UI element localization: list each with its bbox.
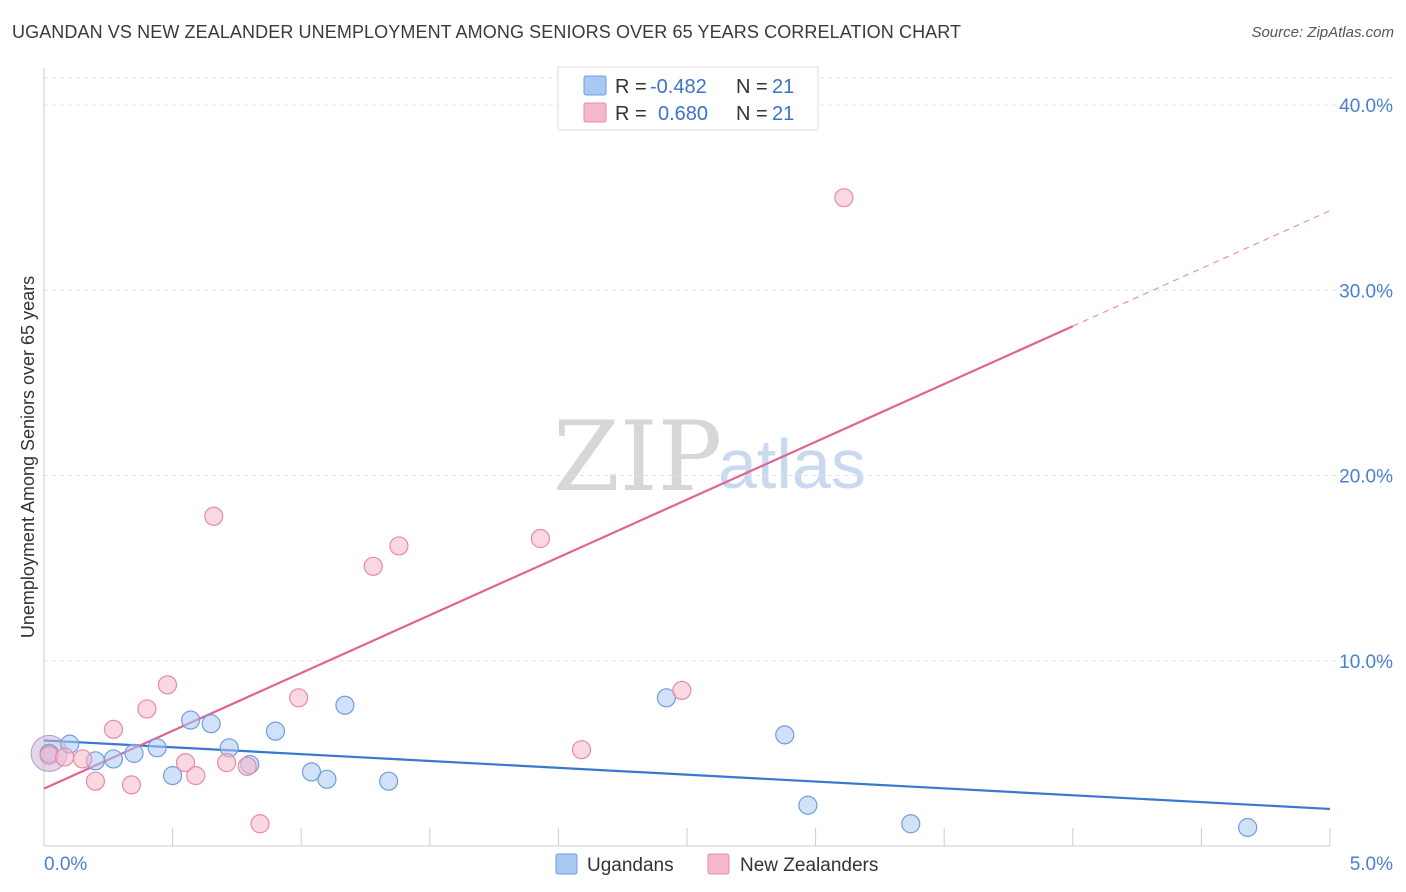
point-ugandans	[775, 725, 795, 745]
point-ugandans	[124, 743, 144, 763]
series-swatch-new-zealanders	[707, 853, 730, 875]
series-legend: Ugandans New Zealanders	[555, 853, 878, 876]
point-new-zealanders	[250, 814, 270, 834]
watermark-atlas: atlas	[718, 425, 866, 503]
legend-r-label: R =	[615, 76, 647, 98]
legend-r-value: -0.482	[650, 76, 707, 98]
trend-line-extension	[1072, 210, 1331, 327]
point-ugandans	[335, 695, 355, 715]
legend-r-value: 0.680	[658, 103, 708, 125]
point-ugandans	[201, 714, 221, 734]
source-label: Source: ZipAtlas.com	[1251, 24, 1394, 41]
y-tick-labels: 10.0% 20.0% 30.0% 40.0%	[1339, 96, 1393, 673]
x-tick-label-max: 5.0%	[1350, 854, 1393, 875]
y-axis-title: Unemployment Among Seniors over 65 years	[18, 276, 38, 638]
point-new-zealanders	[186, 766, 206, 786]
point-ugandans	[147, 738, 167, 758]
point-new-zealanders	[204, 506, 224, 526]
series-swatch-ugandans	[555, 853, 578, 875]
point-new-zealanders	[121, 775, 142, 795]
legend-n-label: N =	[736, 103, 768, 125]
data-points	[30, 188, 1258, 838]
gridlines	[44, 77, 1392, 662]
point-new-zealanders	[389, 536, 409, 556]
point-new-zealanders	[834, 188, 854, 208]
chart-title: UGANDAN VS NEW ZEALANDER UNEMPLOYMENT AM…	[12, 22, 962, 42]
legend-n-label: N =	[736, 76, 768, 98]
correlation-legend: R = -0.482 N = 21 R = 0.680 N = 21	[557, 66, 819, 131]
point-ugandans	[181, 710, 201, 730]
point-ugandans	[301, 762, 322, 782]
point-new-zealanders	[103, 719, 124, 739]
y-tick-label: 20.0%	[1339, 467, 1393, 488]
point-ugandans	[379, 771, 399, 791]
point-new-zealanders	[571, 740, 592, 760]
point-new-zealanders	[137, 699, 157, 719]
point-new-zealanders	[217, 753, 237, 773]
trend-line-new-zealanders	[43, 325, 1074, 790]
point-new-zealanders	[72, 749, 93, 769]
legend-swatch-new-zealanders	[583, 102, 607, 123]
y-tick-label: 40.0%	[1339, 96, 1393, 117]
point-new-zealanders	[237, 756, 257, 776]
point-new-zealanders	[85, 771, 106, 791]
point-new-zealanders	[530, 528, 550, 549]
point-new-zealanders	[175, 753, 196, 773]
point-new-zealanders	[363, 556, 383, 576]
trend-lines	[43, 210, 1331, 811]
series-label-new-zealanders: New Zealanders	[740, 855, 878, 876]
point-ugandans	[265, 721, 286, 741]
legend-n-value: 21	[772, 76, 794, 98]
watermark-zip: ZIP	[553, 401, 722, 513]
point-new-zealanders	[54, 747, 75, 767]
point-ugandans	[901, 814, 921, 834]
series-label-ugandans: Ugandans	[587, 855, 674, 876]
x-ticks	[172, 828, 1331, 846]
point-ugandans	[317, 769, 337, 789]
point-ugandans	[798, 795, 818, 815]
legend-n-value: 21	[772, 103, 794, 125]
point-ugandans	[103, 749, 124, 769]
x-tick-label-min: 0.0%	[44, 854, 87, 875]
point-ugandans	[656, 688, 677, 708]
legend-r-label: R =	[615, 103, 647, 125]
y-tick-label: 30.0%	[1339, 281, 1393, 302]
point-ugandans	[1238, 817, 1258, 838]
point-ugandans	[163, 766, 183, 786]
y-tick-label: 10.0%	[1339, 652, 1393, 673]
point-new-zealanders	[672, 680, 692, 701]
point-new-zealanders	[157, 675, 178, 695]
legend-swatch-ugandans	[583, 75, 607, 96]
point-new-zealanders	[289, 688, 309, 708]
trend-line-ugandans	[43, 739, 1331, 811]
